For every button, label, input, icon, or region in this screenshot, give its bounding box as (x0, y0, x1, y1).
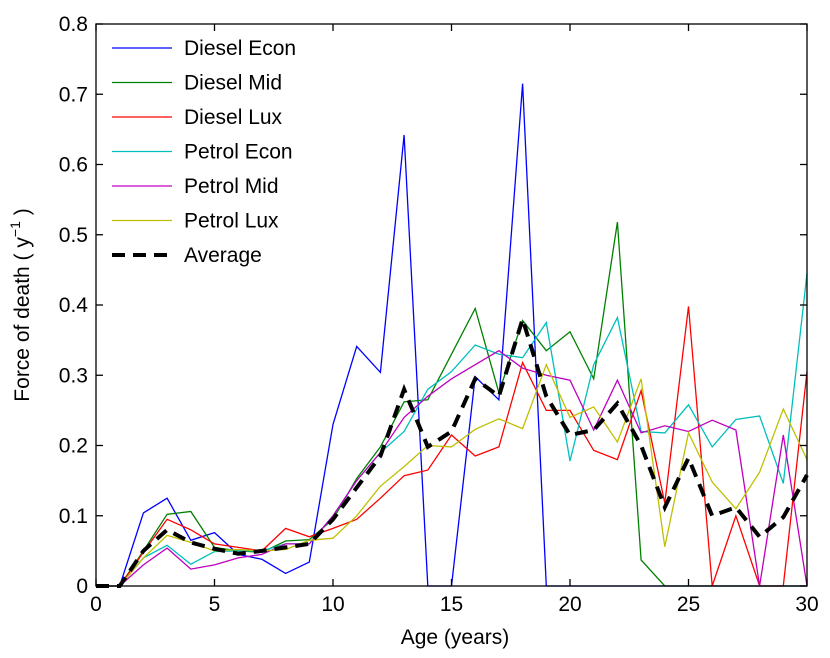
y-axis-label-main: Force of death ( y (11, 237, 34, 402)
y-tick-label: 0.5 (59, 224, 88, 247)
plot-area (96, 24, 807, 586)
y-axis-label: Force of death ( y−1 ) (7, 208, 34, 401)
y-tick-label: 0.7 (59, 83, 88, 106)
series-line-diesel-lux (96, 306, 808, 587)
y-tick-label: 0.4 (59, 294, 89, 317)
legend: Diesel Econ Diesel Mid Diesel Lux Petrol Ec… (112, 37, 296, 267)
y-tick-label: 0.2 (59, 435, 88, 458)
y-axis-label-group: Force of death ( y−1 ) (7, 208, 34, 401)
legend-label-petrol-econ: Petrol Econ (184, 141, 293, 164)
legend-label-diesel-econ: Diesel Econ (184, 37, 296, 60)
series-line-petrol-lux (96, 362, 808, 587)
legend-label-petrol-mid: Petrol Mid (184, 175, 279, 198)
x-tick-label: 0 (90, 593, 102, 616)
series-line-average (96, 312, 809, 588)
x-tick-label: 25 (677, 593, 700, 616)
x-tick-label: 10 (321, 593, 344, 616)
legend-label-petrol-lux: Petrol Lux (184, 210, 279, 233)
y-axis-label-end: ) (11, 208, 34, 221)
legend-label-diesel-lux: Diesel Lux (184, 106, 283, 129)
y-tick-label: 0.3 (59, 364, 88, 387)
legend-label-average: Average (184, 244, 262, 267)
y-tick-label: 0.1 (59, 505, 88, 528)
x-tick-label: 15 (440, 593, 463, 616)
y-tick-label: 0.6 (59, 154, 88, 177)
series-layer (96, 83, 809, 588)
x-tick-label: 30 (795, 593, 818, 616)
x-tick-label: 20 (558, 593, 581, 616)
axes-layer: 0 5 10 15 20 25 30 0 0.1 0.2 0.3 0.4 0.5 0.6 0.7 0.8 (59, 13, 819, 616)
y-tick-label: 0 (76, 575, 88, 598)
legend-label-diesel-mid: Diesel Mid (184, 72, 282, 95)
series-line-petrol-econ (96, 273, 808, 587)
y-axis-label-superscript: −1 (7, 221, 23, 237)
x-axis-label: Age (years) (401, 626, 510, 649)
x-tick-label: 5 (209, 593, 221, 616)
y-tick-label: 0.8 (59, 13, 88, 36)
